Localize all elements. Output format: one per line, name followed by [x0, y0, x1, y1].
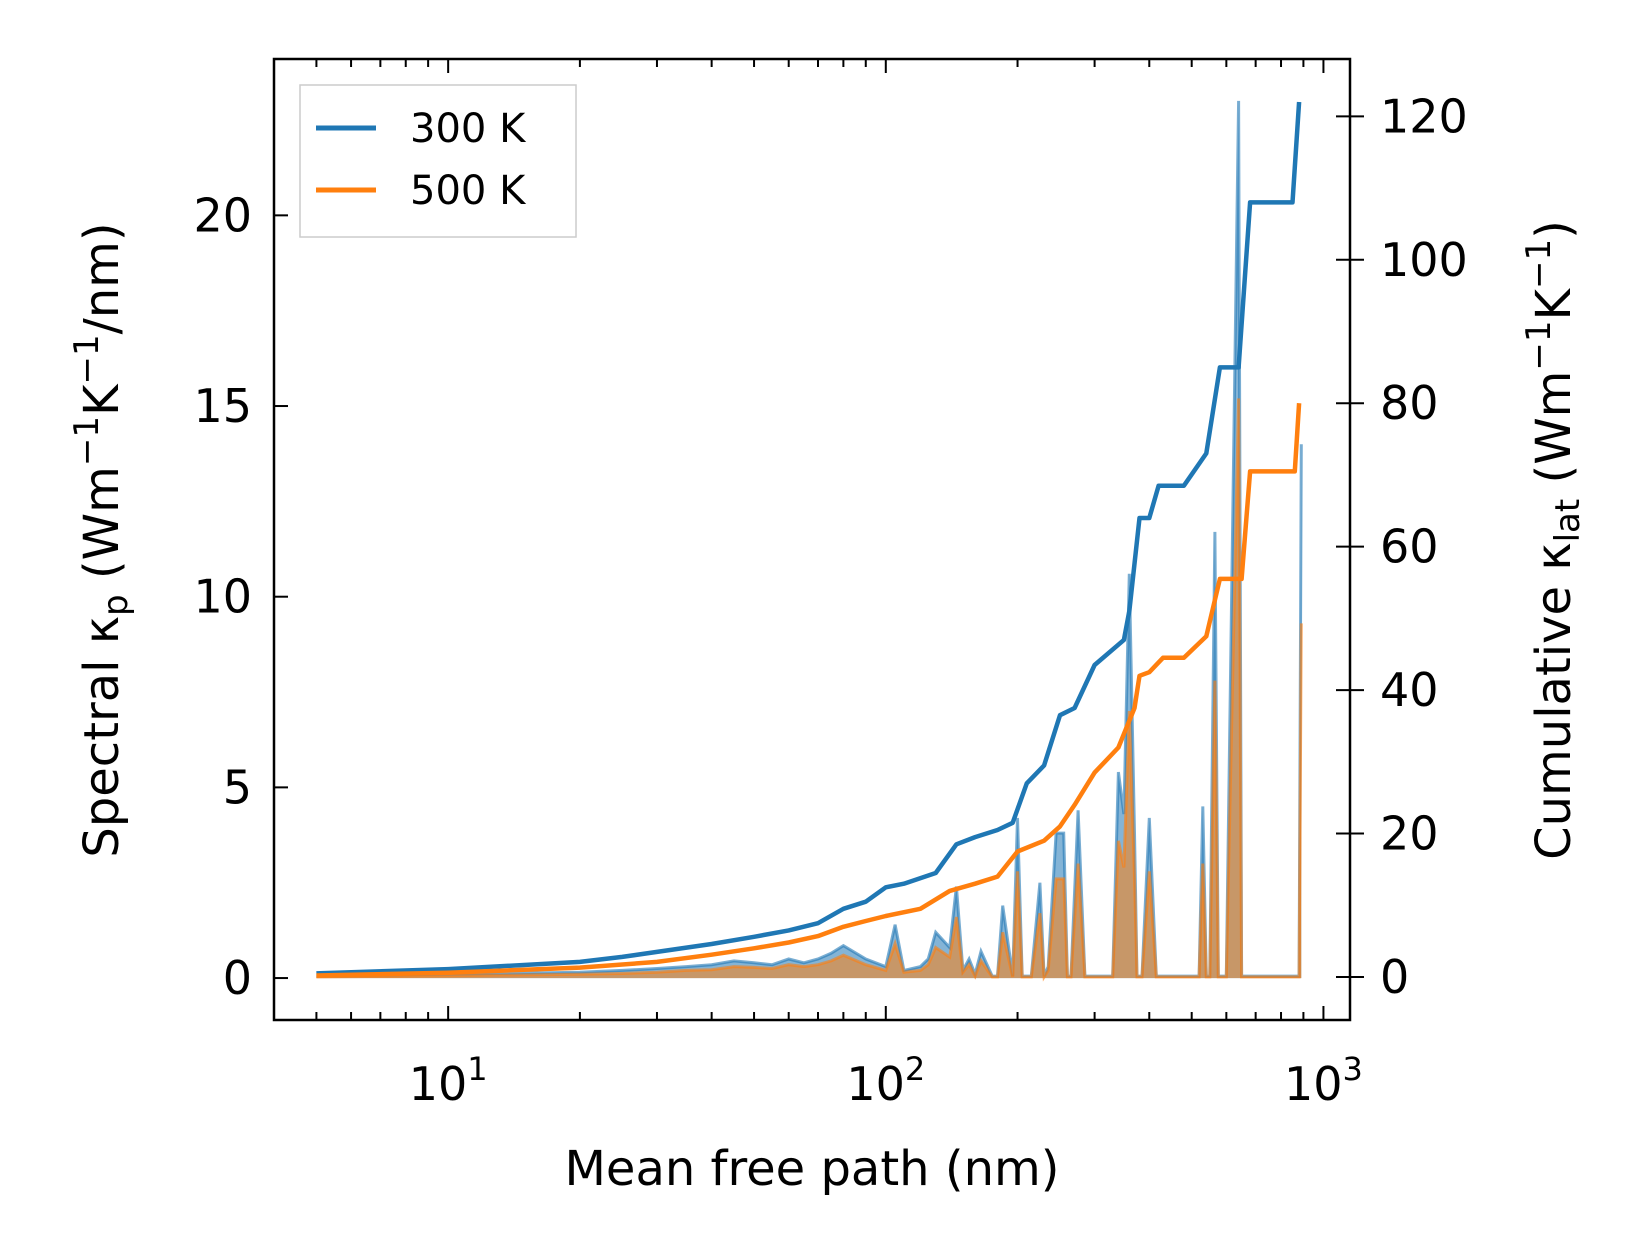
y-left-tick-label: 20 [193, 188, 252, 242]
x-tick-label: 101 [409, 1050, 488, 1111]
x-tick-label-exponent: 1 [467, 1050, 487, 1088]
y-left-tick-label: 5 [223, 760, 252, 814]
y-right-tick-label: 40 [1380, 663, 1439, 717]
spectral-series-layer [316, 100, 1303, 982]
x-tick-label-exponent: 2 [905, 1050, 925, 1088]
x-tick-label: 103 [1284, 1050, 1363, 1111]
y-right-axis-ticks: 0 20 40 60 80 100 120 [1336, 89, 1468, 1004]
x-tick-label-base: 10 [846, 1057, 905, 1111]
x-axis-label: Mean free path (nm) [565, 1141, 1060, 1197]
x-tick-label: 102 [846, 1050, 925, 1111]
legend-label-500k: 500 K [410, 168, 527, 214]
legend: 300 K 500 K [299, 84, 577, 238]
y-left-tick-label: 0 [223, 951, 252, 1005]
y-right-tick-label: 60 [1380, 520, 1439, 574]
y-left-axis-label: Spectral κp (Wm−1K−1/nm) [67, 222, 136, 857]
x-axis-ticks: 101 102 103 [273, 59, 1363, 1111]
y-right-tick-label: 20 [1380, 807, 1439, 861]
x-tick-label-base: 10 [409, 1057, 468, 1111]
cumulative-line-500k [316, 403, 1302, 978]
y-right-tick-label: 0 [1380, 950, 1409, 1004]
x-tick-label-exponent: 3 [1343, 1050, 1363, 1088]
cumulative-series-layer [316, 101, 1302, 978]
y-right-tick-label: 120 [1380, 89, 1468, 143]
legend-label-300k: 300 K [410, 106, 527, 152]
y-left-tick-label: 10 [193, 570, 252, 624]
cumulative-line-300k [316, 101, 1302, 976]
spectral-area-500k [316, 398, 1302, 979]
y-left-tick-label: 15 [193, 379, 252, 433]
spectral-line-500k [316, 398, 1303, 982]
legend-box [299, 84, 577, 238]
y-right-tick-label: 80 [1380, 376, 1439, 430]
x-tick-label-base: 10 [1284, 1057, 1343, 1111]
y-right-tick-label: 100 [1380, 233, 1468, 287]
plot-frame [272, 57, 1352, 1022]
y-right-axis-label: Cumulative κlat (Wm−1K−1) [1519, 220, 1588, 860]
y-left-axis-ticks: 0 5 10 15 20 [193, 188, 288, 1005]
